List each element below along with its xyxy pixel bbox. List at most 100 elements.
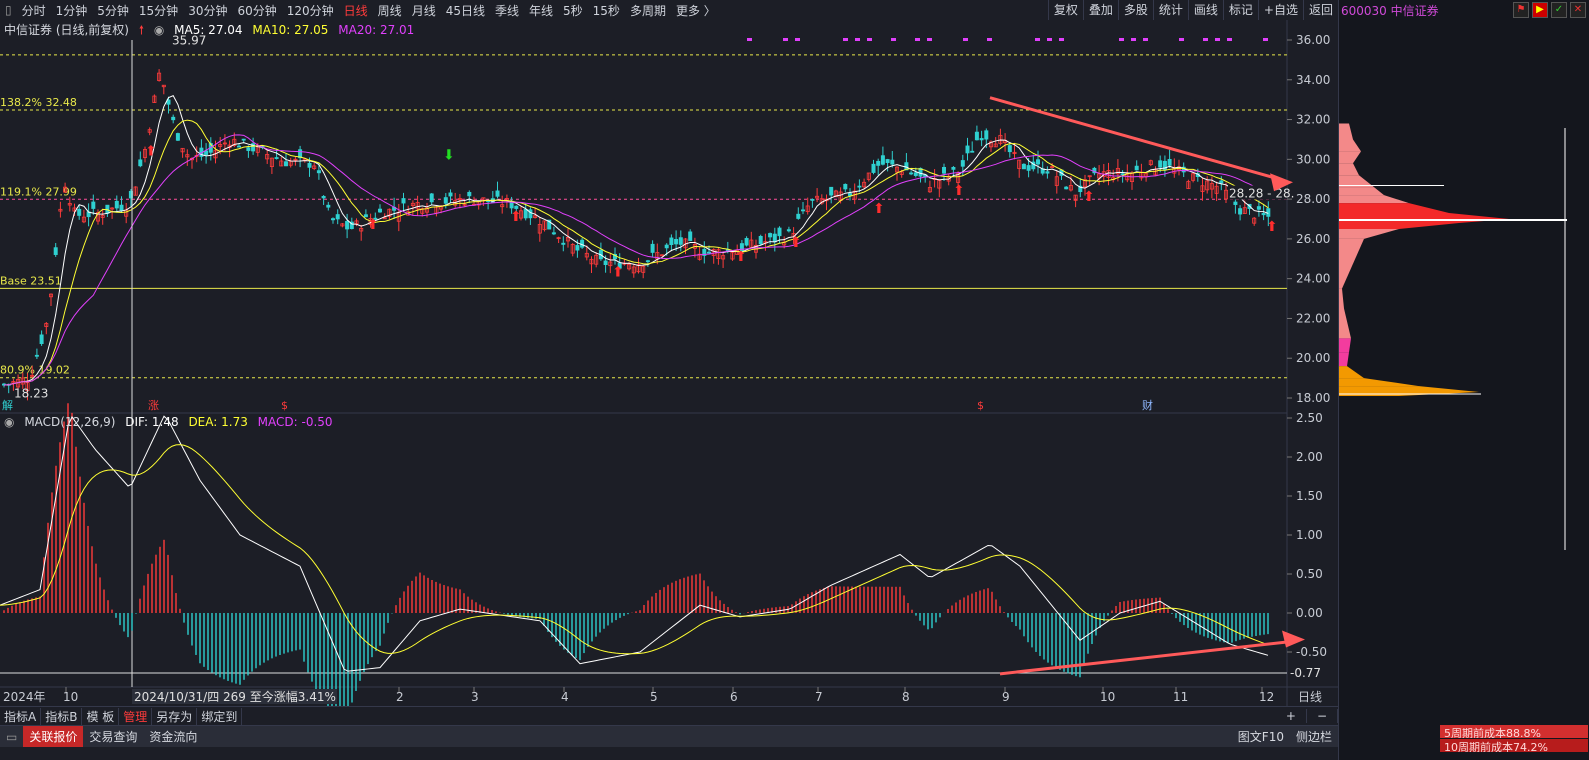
timeframe-3[interactable]: 15分钟 — [138, 3, 179, 18]
add-indicator-button[interactable]: + — [1276, 709, 1307, 723]
status-tab-0[interactable]: 关联报价 — [23, 726, 84, 748]
macd-min-label: -0.77 — [1290, 666, 1321, 680]
last-price-label: 28.28 - 28. — [1229, 187, 1294, 201]
kline-chart[interactable]: 36.0034.0032.0030.0028.0026.0024.0022.00… — [0, 20, 1338, 706]
signal-dot — [795, 38, 800, 41]
candle-body — [81, 216, 86, 223]
indicator-tab-1[interactable]: 指标B — [41, 707, 83, 725]
status-right-1[interactable]: 侧边栏 — [1295, 730, 1332, 744]
candle-body — [580, 239, 585, 248]
status-tab-1[interactable]: 交易查询 — [89, 730, 138, 744]
close-icon[interactable]: ✕ — [1570, 2, 1586, 18]
timeframe-2[interactable]: 5分钟 — [97, 3, 129, 18]
timeframe-8[interactable]: 周线 — [377, 3, 402, 18]
settings-circle-icon[interactable]: ◉ — [153, 23, 165, 37]
status-tab-2[interactable]: 资金流向 — [149, 730, 198, 744]
candle-body — [801, 209, 806, 212]
toolbar-menu-icon[interactable]: ▯ — [5, 3, 12, 17]
month-label: 5 — [650, 690, 658, 704]
flag-icon[interactable]: ⚑ — [1513, 2, 1529, 18]
fib-label: 138.2% 32.48 — [0, 96, 77, 109]
toolbar-button-0[interactable]: 复权 — [1047, 0, 1083, 20]
candle-body — [429, 193, 434, 203]
macd-tick-label: 1.00 — [1296, 528, 1323, 542]
candle-body — [44, 323, 49, 327]
toolbar-button-2[interactable]: 多股 — [1117, 0, 1153, 20]
candle-body — [608, 261, 613, 267]
chip-band — [1339, 213, 1509, 219]
macd-dea: DEA: 1.73 — [188, 415, 248, 429]
candle-body — [91, 201, 96, 209]
checkmark-icon[interactable]: ✓ — [1551, 2, 1567, 18]
timeframe-15[interactable]: 多周期 — [629, 3, 666, 18]
trend-arrow-down-icon — [1270, 173, 1293, 192]
candle-body — [30, 374, 35, 377]
candle-body — [1191, 173, 1196, 181]
candle-body — [594, 254, 599, 265]
indicator-tab-0[interactable]: 指标A — [0, 707, 42, 725]
signal-dot — [1179, 38, 1184, 41]
candle-body — [937, 179, 942, 189]
toolbar-button-5[interactable]: 标记 — [1222, 0, 1258, 20]
toolbar-button-3[interactable]: 统计 — [1152, 0, 1188, 20]
candle-body — [241, 138, 246, 141]
timeframe-14[interactable]: 15秒 — [592, 3, 620, 18]
candle-body — [786, 229, 791, 232]
indicator-tab-3[interactable]: 管理 — [119, 707, 153, 725]
candle-body — [354, 220, 359, 225]
toolbar-button-1[interactable]: 叠加 — [1082, 0, 1118, 20]
candle-body — [833, 190, 838, 198]
candle-body — [373, 217, 378, 220]
candle-body — [946, 175, 951, 182]
timeframe-13[interactable]: 5秒 — [563, 3, 583, 18]
status-right-0[interactable]: 图文F10 — [1237, 730, 1284, 744]
price-tick-label: 24.00 — [1296, 272, 1330, 286]
candle-body — [970, 150, 975, 153]
candle-body — [161, 84, 166, 88]
indicator-tabs: 指标A 指标B 模 板管理 另存为 绑定到 + − — [0, 706, 1338, 725]
timeframe-1[interactable]: 1分钟 — [55, 3, 88, 18]
indicator-tab-2[interactable]: 模 板 — [82, 707, 120, 725]
toolbar-button-6[interactable]: +自选 — [1257, 0, 1303, 20]
indicator-tab-5[interactable]: 绑定到 — [197, 707, 243, 725]
timeframe-6[interactable]: 120分钟 — [286, 3, 334, 18]
timeframe-16[interactable]: 更多 〉 — [675, 3, 716, 18]
collapse-icon[interactable]: ▭ — [6, 730, 18, 744]
chip-band — [1339, 352, 1349, 367]
candle-body — [1148, 160, 1153, 165]
macd-tick-label: 2.00 — [1296, 450, 1323, 464]
price-tick-label: 36.00 — [1296, 33, 1330, 47]
candle-body — [443, 197, 448, 204]
timeframe-12[interactable]: 年线 — [529, 3, 554, 18]
macd-settings-icon[interactable]: ◉ — [4, 415, 15, 429]
candle-body — [829, 186, 834, 196]
price-tick-label: 32.00 — [1296, 113, 1330, 127]
event-marker: 涨 — [148, 399, 159, 412]
candle-body — [1167, 159, 1172, 166]
buy-signal-arrow-icon: ⬆ — [612, 265, 624, 281]
candle-body — [566, 237, 571, 242]
month-label: 7 — [815, 690, 823, 704]
toolbar-button-4[interactable]: 画线 — [1187, 0, 1223, 20]
chart-area[interactable]: 36.00 34.00 32.00 30.00 28.00 26.00 24.00 22.00… — [0, 20, 1338, 706]
candle-body — [960, 160, 965, 167]
timeframe-5[interactable]: 60分钟 — [237, 3, 277, 18]
timeframe-7[interactable]: 日线 — [343, 3, 368, 18]
timeframe-4[interactable]: 30分钟 — [188, 3, 228, 18]
candle-body — [166, 99, 171, 105]
play-icon[interactable]: ▶ — [1532, 2, 1548, 18]
timeframe-9[interactable]: 月线 — [411, 3, 436, 18]
event-marker: $ — [977, 399, 984, 412]
candle-body — [1219, 180, 1224, 184]
signal-dot — [891, 38, 896, 41]
candle-body — [645, 260, 650, 263]
remove-indicator-button[interactable]: − — [1307, 709, 1338, 723]
macd-legend: ◉ MACD(12,26,9) DIF: 1.48 DEA: 1.73 MACD… — [4, 415, 339, 429]
timeframe-11[interactable]: 季线 — [494, 3, 519, 18]
timeframe-10[interactable]: 45日线 — [445, 3, 485, 18]
candle-body — [1162, 160, 1167, 170]
candle-body — [974, 131, 979, 141]
timeframe-0[interactable]: 分时 — [21, 3, 46, 18]
toolbar-button-7[interactable]: 返回 — [1302, 0, 1338, 20]
indicator-tab-4[interactable]: 另存为 — [152, 707, 198, 725]
